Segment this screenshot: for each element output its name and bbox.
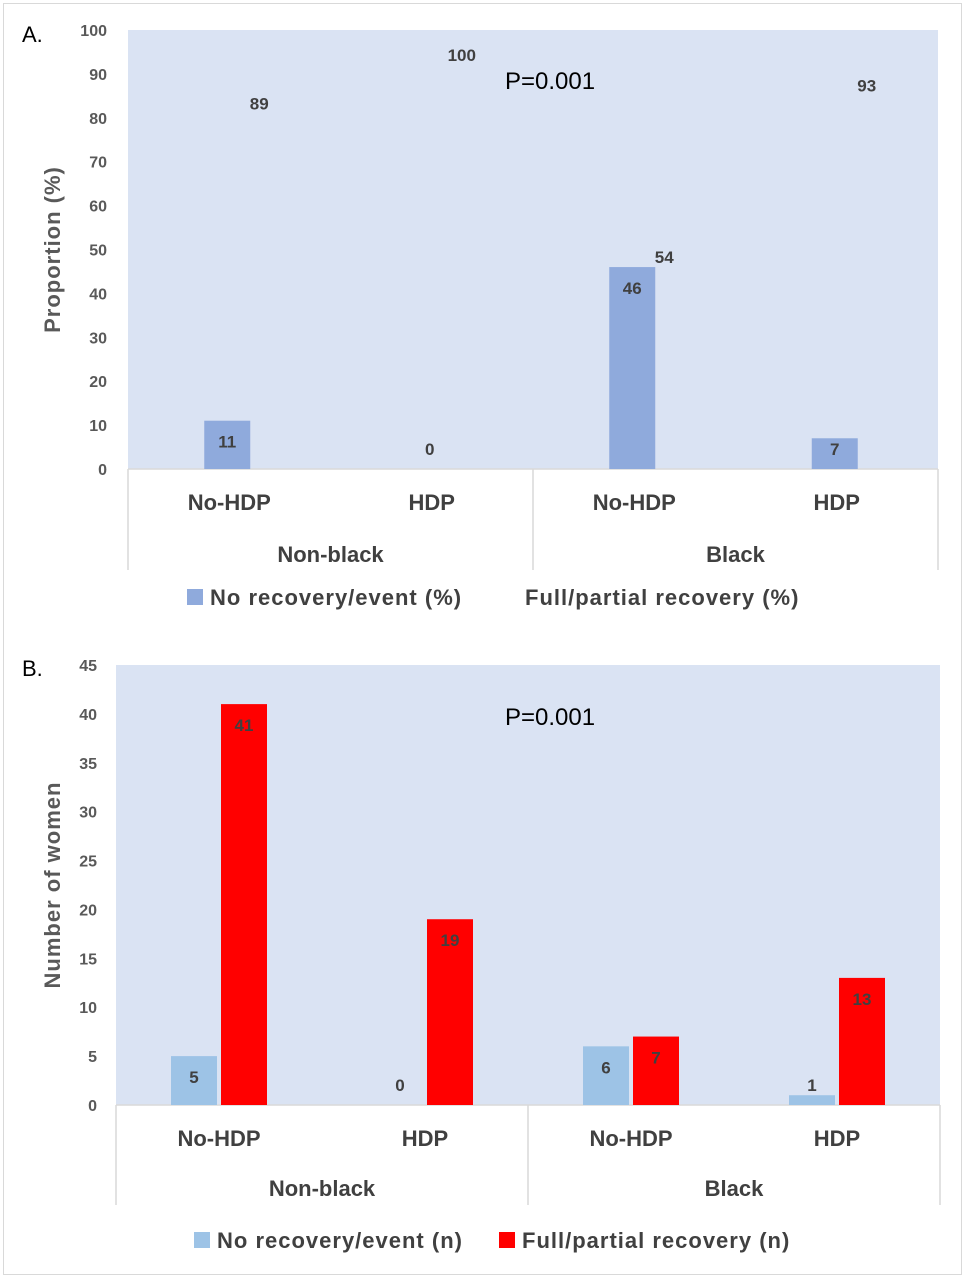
panel-b-data-label-1: 1 bbox=[807, 1076, 816, 1095]
panel-a-data-label-1: 0 bbox=[425, 440, 434, 459]
panel-b-legend-swatch bbox=[499, 1232, 515, 1248]
panel-a-bar-1 bbox=[204, 420, 251, 469]
panel-b-category-label: HDP bbox=[814, 1126, 860, 1151]
panel-b-legend-swatch bbox=[194, 1232, 210, 1248]
panel-a-group-label: Black bbox=[706, 542, 765, 567]
figure-frame bbox=[3, 3, 962, 1275]
panel-b-group-label: Black bbox=[705, 1176, 764, 1201]
panel-b-y-tick-label: 10 bbox=[79, 1000, 97, 1017]
panel-b-data-label-1: 6 bbox=[601, 1058, 610, 1077]
panel-a-y-tick-label: 50 bbox=[89, 243, 107, 260]
panel-a-category-label: HDP bbox=[409, 490, 455, 515]
panel-b-legend-label: No recovery/event (n) bbox=[217, 1228, 463, 1253]
panel-b-y-tick-label: 30 bbox=[79, 805, 97, 822]
panel-a-data-label-1: 46 bbox=[623, 279, 642, 298]
panel-a-data-label-2: 93 bbox=[857, 77, 876, 96]
panel-a-data-label-2: 54 bbox=[655, 248, 674, 267]
panel-b-y-tick-label: 40 bbox=[79, 707, 97, 724]
panel-b-bar-2 bbox=[839, 977, 885, 1105]
panel-b-data-label-2: 19 bbox=[441, 931, 460, 950]
panel-a-bar-1 bbox=[609, 267, 656, 469]
panel-b-y-tick-label: 45 bbox=[79, 658, 97, 675]
panel-b-category-label: No-HDP bbox=[177, 1126, 260, 1151]
panel-b-bar-1 bbox=[171, 1056, 217, 1105]
panel-b-bar-2 bbox=[427, 919, 473, 1105]
panel-b-group-label: Non-black bbox=[269, 1176, 376, 1201]
panel-a-data-label-2: 89 bbox=[250, 94, 269, 113]
panel-b-data-label-2: 41 bbox=[235, 716, 254, 735]
panel-b-category-label: HDP bbox=[402, 1126, 448, 1151]
panel-a-plot-area bbox=[128, 30, 938, 469]
panel-b-y-tick-label: 35 bbox=[79, 756, 97, 773]
panel-b-bar-1 bbox=[583, 1046, 629, 1105]
panel-b-data-label-2: 13 bbox=[853, 990, 872, 1009]
panel-a-y-tick-label: 100 bbox=[80, 23, 107, 40]
panel-b-bar-2 bbox=[633, 1036, 679, 1105]
panel-a-data-label-1: 11 bbox=[218, 433, 236, 452]
panel-b-data-label-1: 5 bbox=[189, 1068, 198, 1087]
panel-a-category-label: No-HDP bbox=[188, 490, 271, 515]
panel-a-letter: A. bbox=[22, 22, 43, 47]
panel-b-y-tick-label: 25 bbox=[79, 854, 97, 871]
panel-a-y-tick-label: 70 bbox=[89, 155, 107, 172]
panel-b-y-axis-title: Number of women bbox=[40, 782, 65, 989]
panel-a-y-tick-label: 80 bbox=[89, 111, 107, 128]
panel-a-y-tick-label: 60 bbox=[89, 199, 107, 216]
panel-b-p-value: P=0.001 bbox=[505, 704, 595, 731]
panel-b-data-label-2: 7 bbox=[651, 1049, 660, 1068]
panel-b-bar-1 bbox=[789, 1095, 835, 1105]
panel-a-category-label: No-HDP bbox=[593, 490, 676, 515]
panel-a-y-tick-label: 0 bbox=[98, 462, 107, 479]
panel-a-p-value: P=0.001 bbox=[505, 68, 595, 95]
panel-b-legend-label: Full/partial recovery (n) bbox=[522, 1228, 790, 1253]
panel-b-data-label-1: 0 bbox=[395, 1076, 404, 1095]
panel-a-y-tick-label: 20 bbox=[89, 374, 107, 391]
panel-b-y-tick-label: 20 bbox=[79, 902, 97, 919]
panel-a-legend-swatch bbox=[187, 589, 203, 605]
panel-a-y-tick-label: 30 bbox=[89, 330, 107, 347]
panel-a-y-axis-title: Proportion (%) bbox=[40, 166, 65, 333]
panel-b-letter: B. bbox=[22, 656, 43, 681]
panel-b-y-tick-label: 15 bbox=[79, 951, 97, 968]
panel-a-data-label-1: 7 bbox=[830, 440, 839, 459]
panel-b-y-tick-label: 5 bbox=[88, 1049, 97, 1066]
panel-a-y-tick-label: 90 bbox=[89, 67, 107, 84]
panel-a-group-label: Non-black bbox=[277, 542, 384, 567]
panel-a-category-label: HDP bbox=[814, 490, 860, 515]
panel-a-data-label-2: 100 bbox=[448, 46, 476, 65]
panel-a-bar-1 bbox=[811, 438, 858, 469]
panel-b-category-label: No-HDP bbox=[589, 1126, 672, 1151]
panel-a-y-tick-label: 10 bbox=[89, 418, 107, 435]
panel-b-y-tick-label: 0 bbox=[88, 1098, 97, 1115]
panel-a-legend-label: No recovery/event (%) bbox=[210, 585, 462, 610]
panel-a-legend-label: Full/partial recovery (%) bbox=[525, 585, 799, 610]
panel-b-bar-2 bbox=[221, 704, 267, 1105]
panel-a-y-tick-label: 40 bbox=[89, 286, 107, 303]
